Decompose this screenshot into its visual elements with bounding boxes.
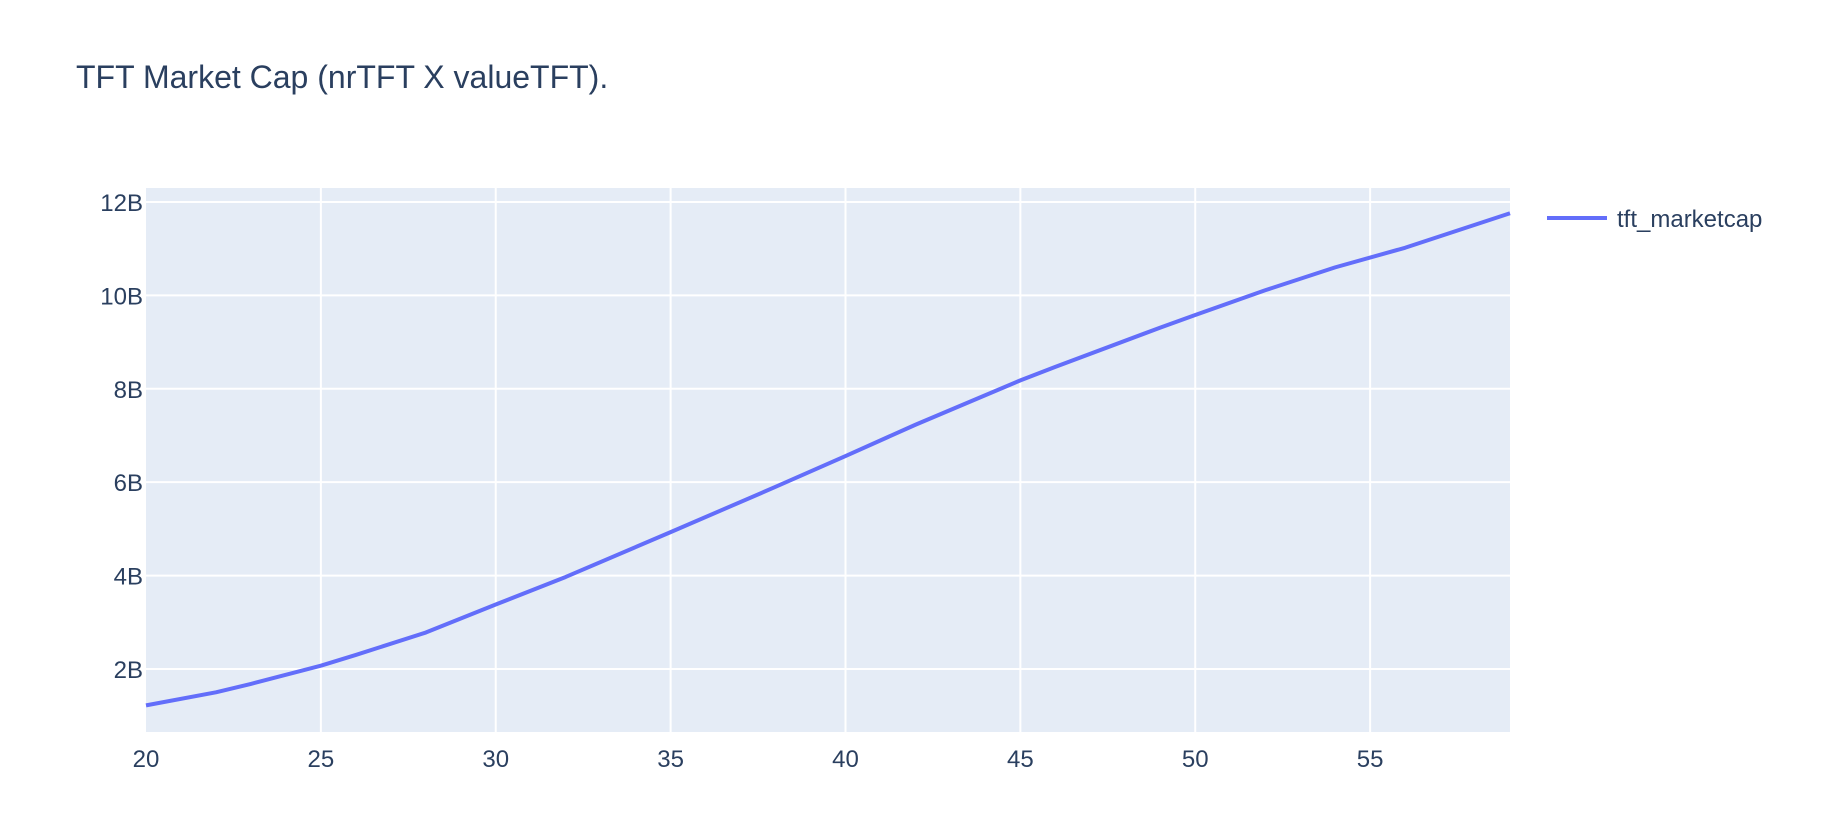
y-tick-label: 6B (114, 470, 143, 497)
plot-area (146, 188, 1510, 732)
y-axis: 2B 4B 6B 8B 10B 12B (100, 190, 143, 684)
x-tick-label: 45 (1007, 746, 1034, 773)
y-tick-label: 12B (100, 190, 143, 217)
legend-label-tft-marketcap: tft_marketcap (1617, 206, 1762, 233)
x-tick-label: 25 (308, 746, 335, 773)
gridlines (146, 188, 1510, 732)
x-tick-label: 55 (1357, 746, 1384, 773)
y-tick-label: 8B (114, 377, 143, 404)
legend[interactable]: tft_marketcap (1547, 206, 1762, 233)
x-tick-label: 20 (133, 746, 160, 773)
y-tick-label: 4B (114, 564, 143, 591)
series-layer (145, 211, 1511, 708)
x-tick-label: 40 (832, 746, 859, 773)
y-tick-label: 10B (100, 283, 143, 310)
series-line-tft-marketcap[interactable] (145, 211, 1511, 708)
x-tick-label: 30 (482, 746, 509, 773)
x-tick-label: 35 (657, 746, 684, 773)
x-axis: 20 25 30 35 40 45 50 55 (133, 746, 1384, 773)
x-tick-label: 50 (1182, 746, 1209, 773)
chart-title: TFT Market Cap (nrTFT X valueTFT). (76, 59, 608, 95)
y-tick-label: 2B (114, 657, 143, 684)
